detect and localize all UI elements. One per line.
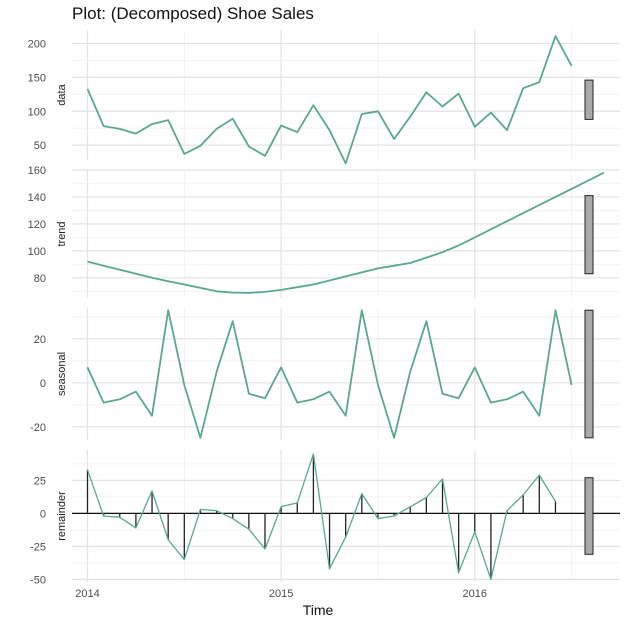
series-line-data [86, 35, 573, 165]
x-tick-label: 2014 [75, 588, 99, 600]
y-tick-label: -25 [30, 541, 46, 553]
y-tick-label: 160 [28, 165, 46, 177]
panel-label: trend [56, 221, 68, 246]
x-tick-label: 2015 [269, 588, 293, 600]
y-tick-label: -20 [30, 422, 46, 434]
x-axis-title: Time [303, 602, 334, 618]
chart-title: Plot: (Decomposed) Shoe Sales [72, 4, 314, 23]
panel-label: remainder [56, 491, 68, 541]
range-bar [584, 477, 594, 555]
y-tick-label: 0 [40, 508, 46, 520]
y-tick-label: -50 [30, 574, 46, 586]
y-tick-label: 100 [28, 106, 46, 118]
y-tick-label: 20 [34, 334, 46, 346]
series-line-remainder [86, 453, 557, 581]
y-tick-label: 100 [28, 246, 46, 258]
x-tick-label: 2016 [463, 588, 487, 600]
y-tick-label: 150 [28, 72, 46, 84]
series-line-seasonal [86, 309, 573, 439]
y-tick-label: 50 [34, 140, 46, 152]
y-tick-label: 200 [28, 39, 46, 51]
panel-label: data [56, 83, 68, 105]
y-tick-label: 140 [28, 192, 46, 204]
y-tick-label: 0 [40, 378, 46, 390]
series-line-trend [87, 171, 605, 294]
range-bar [584, 195, 594, 275]
panel-label: seasonal [56, 352, 68, 396]
y-tick-label: 80 [34, 273, 46, 285]
range-bar [584, 79, 594, 120]
y-tick-label: 120 [28, 219, 46, 231]
range-bar [584, 309, 594, 439]
y-tick-label: 25 [34, 475, 46, 487]
